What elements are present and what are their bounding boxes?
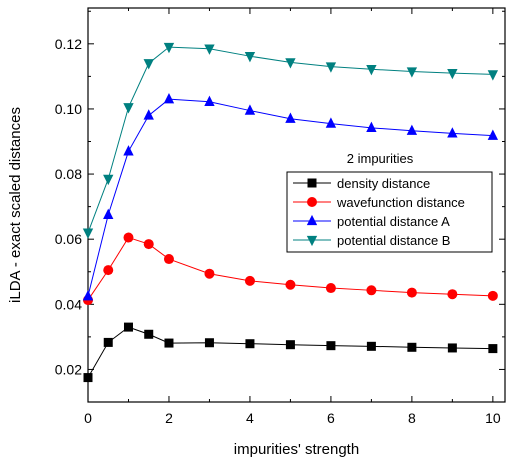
data-point bbox=[487, 70, 499, 81]
x-tick-label: 8 bbox=[408, 410, 416, 426]
data-point bbox=[487, 290, 498, 301]
legend-label: wavefunction distance bbox=[336, 195, 465, 210]
data-point bbox=[163, 254, 174, 265]
data-point bbox=[204, 44, 215, 55]
data-point bbox=[123, 103, 134, 114]
data-point bbox=[447, 343, 457, 353]
y-tick-label: 0.10 bbox=[55, 101, 82, 117]
data-point bbox=[103, 208, 114, 219]
data-point bbox=[447, 289, 458, 300]
x-tick-label: 0 bbox=[84, 410, 92, 426]
series-group bbox=[82, 42, 499, 383]
y-tick-label: 0.12 bbox=[55, 36, 82, 52]
data-point bbox=[163, 92, 175, 104]
data-point bbox=[82, 228, 94, 239]
data-point bbox=[325, 283, 336, 294]
legend-entry: wavefunction distance bbox=[293, 195, 465, 210]
data-point bbox=[103, 265, 114, 276]
y-tick-label: 0.04 bbox=[55, 296, 82, 312]
data-point bbox=[325, 117, 337, 128]
data-point bbox=[143, 109, 154, 120]
data-point bbox=[406, 287, 417, 298]
data-point bbox=[103, 174, 114, 186]
data-point bbox=[123, 232, 134, 243]
series-1 bbox=[83, 232, 498, 306]
data-point bbox=[407, 342, 417, 352]
legend-marker bbox=[307, 197, 317, 207]
data-point bbox=[244, 104, 256, 115]
legend-marker bbox=[306, 235, 318, 247]
data-point bbox=[103, 337, 113, 347]
data-point bbox=[487, 129, 499, 140]
data-point bbox=[82, 289, 94, 301]
x-tick-label: 6 bbox=[327, 410, 335, 426]
axes: 0 2 4 6 8 10 0.02 0.04 0.06 0.08 0.10 0.12 bbox=[55, 7, 506, 426]
data-point bbox=[204, 95, 215, 106]
data-point bbox=[244, 52, 256, 63]
legend-label: potential distance A bbox=[337, 214, 450, 229]
data-point bbox=[285, 58, 296, 69]
data-point bbox=[366, 285, 377, 296]
data-point bbox=[406, 67, 418, 78]
x-axis-title: impurities' strength bbox=[234, 441, 359, 458]
data-point bbox=[143, 59, 154, 70]
legend-entry: potential distance B bbox=[293, 233, 450, 248]
legend-box bbox=[286, 171, 493, 253]
y-tick-label: 0.02 bbox=[55, 361, 82, 377]
legend: 2 impurities density distance wavefunction… bbox=[286, 151, 493, 253]
y-axis-title: iLDA - exact scaled distances bbox=[7, 107, 24, 303]
data-point bbox=[144, 329, 154, 339]
series-0 bbox=[83, 322, 498, 383]
data-point bbox=[244, 275, 255, 286]
data-point bbox=[285, 340, 295, 350]
y-tick-label: 0.08 bbox=[55, 166, 82, 182]
legend-entry: density distance bbox=[293, 176, 430, 191]
data-point bbox=[123, 145, 134, 156]
data-point bbox=[285, 279, 296, 290]
data-point bbox=[204, 268, 215, 279]
data-point bbox=[326, 341, 336, 351]
legend-label: potential distance B bbox=[337, 233, 450, 248]
data-point bbox=[285, 112, 296, 123]
x-tick-label: 4 bbox=[246, 410, 254, 426]
data-point bbox=[366, 121, 377, 133]
data-point bbox=[447, 127, 458, 138]
data-point bbox=[164, 338, 174, 348]
series-3 bbox=[82, 42, 499, 239]
y-tick-label: 0.06 bbox=[55, 231, 82, 247]
plot-frame bbox=[87, 7, 506, 403]
legend-marker bbox=[306, 214, 318, 226]
data-point bbox=[325, 62, 337, 73]
legend-entry: potential distance A bbox=[293, 214, 450, 229]
data-point bbox=[406, 124, 418, 135]
series-2 bbox=[82, 92, 499, 301]
x-tick-label: 10 bbox=[485, 410, 501, 426]
x-tick-label: 2 bbox=[165, 410, 173, 426]
data-point bbox=[245, 339, 255, 349]
data-point bbox=[488, 344, 498, 354]
data-point bbox=[366, 341, 376, 351]
data-point bbox=[143, 239, 154, 250]
data-point bbox=[366, 65, 377, 76]
data-point bbox=[163, 42, 175, 54]
legend-title: 2 impurities bbox=[347, 151, 414, 166]
data-point bbox=[204, 338, 214, 348]
data-point bbox=[447, 68, 458, 80]
data-point bbox=[123, 322, 133, 332]
legend-label: density distance bbox=[337, 176, 430, 191]
data-point bbox=[83, 373, 93, 383]
legend-marker bbox=[307, 178, 317, 188]
